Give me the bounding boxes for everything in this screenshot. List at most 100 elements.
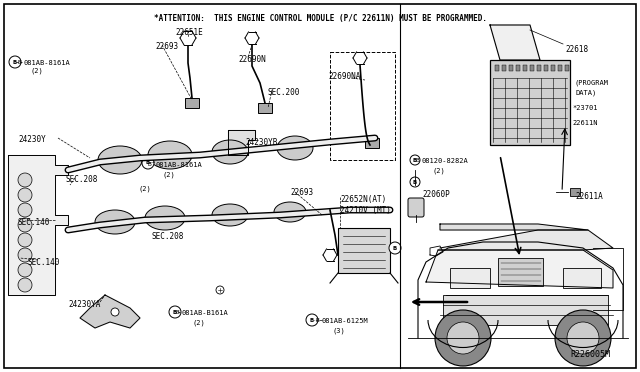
Text: *ATTENTION:  THIS ENGINE CONTROL MODULE (P/C 22611N) MUST BE PROGRAMMED.: *ATTENTION: THIS ENGINE CONTROL MODULE (… <box>154 14 486 23</box>
Text: 08120-8282A: 08120-8282A <box>422 158 468 164</box>
Text: 22611N: 22611N <box>572 120 598 126</box>
Circle shape <box>555 310 611 366</box>
Text: SEC.200: SEC.200 <box>268 88 300 97</box>
Bar <box>509 65 513 71</box>
Bar <box>443 295 608 325</box>
Bar <box>185 98 199 108</box>
Ellipse shape <box>212 140 248 164</box>
Bar <box>544 65 548 71</box>
Polygon shape <box>80 295 140 328</box>
Bar <box>523 65 527 71</box>
Text: 22651E: 22651E <box>175 28 203 37</box>
Text: 22690NA: 22690NA <box>328 72 360 81</box>
Text: *23701: *23701 <box>572 105 598 111</box>
Circle shape <box>169 306 181 318</box>
Text: B: B <box>413 157 417 163</box>
Text: 24210V (MT): 24210V (MT) <box>340 206 391 215</box>
Text: 24230YA: 24230YA <box>68 300 100 309</box>
Ellipse shape <box>145 206 185 230</box>
Circle shape <box>18 278 32 292</box>
Ellipse shape <box>95 210 135 234</box>
Bar <box>450 268 490 288</box>
Bar <box>365 138 379 148</box>
Ellipse shape <box>277 136 313 160</box>
Polygon shape <box>228 130 255 155</box>
Bar <box>490 60 570 145</box>
Text: (2): (2) <box>138 185 151 192</box>
Bar <box>330 52 395 160</box>
Circle shape <box>18 248 32 262</box>
Text: B: B <box>310 317 314 323</box>
Text: B: B <box>393 246 397 250</box>
Text: B: B <box>415 158 419 163</box>
Polygon shape <box>8 155 68 295</box>
Text: R226005M: R226005M <box>570 350 610 359</box>
Bar <box>565 65 569 71</box>
Polygon shape <box>438 230 613 250</box>
Ellipse shape <box>274 202 306 222</box>
Polygon shape <box>440 224 588 230</box>
Circle shape <box>18 218 32 232</box>
Circle shape <box>18 203 32 217</box>
Text: SEC.208: SEC.208 <box>65 175 97 184</box>
Circle shape <box>410 155 420 165</box>
Text: 081AB-8161A: 081AB-8161A <box>155 162 202 168</box>
Bar <box>537 65 541 71</box>
Text: B: B <box>175 310 179 315</box>
Circle shape <box>111 308 119 316</box>
Text: 081AB-B161A: 081AB-B161A <box>182 310 228 316</box>
Text: 22652N(AT): 22652N(AT) <box>340 195 387 204</box>
Bar <box>558 65 562 71</box>
Text: (2): (2) <box>163 172 176 179</box>
Bar <box>258 103 272 113</box>
Bar <box>516 65 520 71</box>
Text: B: B <box>148 162 152 167</box>
Text: B: B <box>315 318 319 323</box>
Bar <box>570 188 580 196</box>
Text: B: B <box>146 160 150 166</box>
Bar <box>495 65 499 71</box>
Bar <box>530 65 534 71</box>
Circle shape <box>18 263 32 277</box>
Text: (2): (2) <box>432 168 445 174</box>
Text: B: B <box>18 60 22 65</box>
Text: 081AB-8161A: 081AB-8161A <box>24 60 71 66</box>
Circle shape <box>447 322 479 354</box>
Circle shape <box>435 310 491 366</box>
Circle shape <box>18 188 32 202</box>
Text: (3): (3) <box>332 328 345 334</box>
Text: 22690N: 22690N <box>238 55 266 64</box>
Bar <box>563 268 601 288</box>
Text: B: B <box>13 60 17 64</box>
Polygon shape <box>426 250 613 288</box>
Circle shape <box>567 322 599 354</box>
Text: 22611A: 22611A <box>575 192 603 201</box>
Text: (PROGRAM: (PROGRAM <box>575 80 609 87</box>
Circle shape <box>142 157 154 169</box>
Text: (2): (2) <box>30 68 43 74</box>
Circle shape <box>410 177 420 187</box>
Polygon shape <box>490 25 540 60</box>
Text: B: B <box>413 180 417 185</box>
Ellipse shape <box>148 141 192 169</box>
Text: SEC.140: SEC.140 <box>18 218 51 227</box>
Text: SEC.208: SEC.208 <box>152 232 184 241</box>
Circle shape <box>18 173 32 187</box>
Text: 22693: 22693 <box>155 42 178 51</box>
Ellipse shape <box>98 146 142 174</box>
Circle shape <box>306 314 318 326</box>
Text: SEC.140: SEC.140 <box>28 258 60 267</box>
Text: 24230YB: 24230YB <box>245 138 277 147</box>
Text: DATA): DATA) <box>575 90 596 96</box>
Ellipse shape <box>212 204 248 226</box>
Text: 22618: 22618 <box>565 45 588 54</box>
Bar <box>498 258 543 286</box>
Bar <box>502 65 506 71</box>
Circle shape <box>9 56 21 68</box>
Text: 081AB-6125M: 081AB-6125M <box>322 318 369 324</box>
FancyBboxPatch shape <box>408 198 424 217</box>
Text: 22693: 22693 <box>290 188 313 197</box>
Circle shape <box>389 242 401 254</box>
Text: (2): (2) <box>192 320 205 327</box>
Circle shape <box>18 233 32 247</box>
